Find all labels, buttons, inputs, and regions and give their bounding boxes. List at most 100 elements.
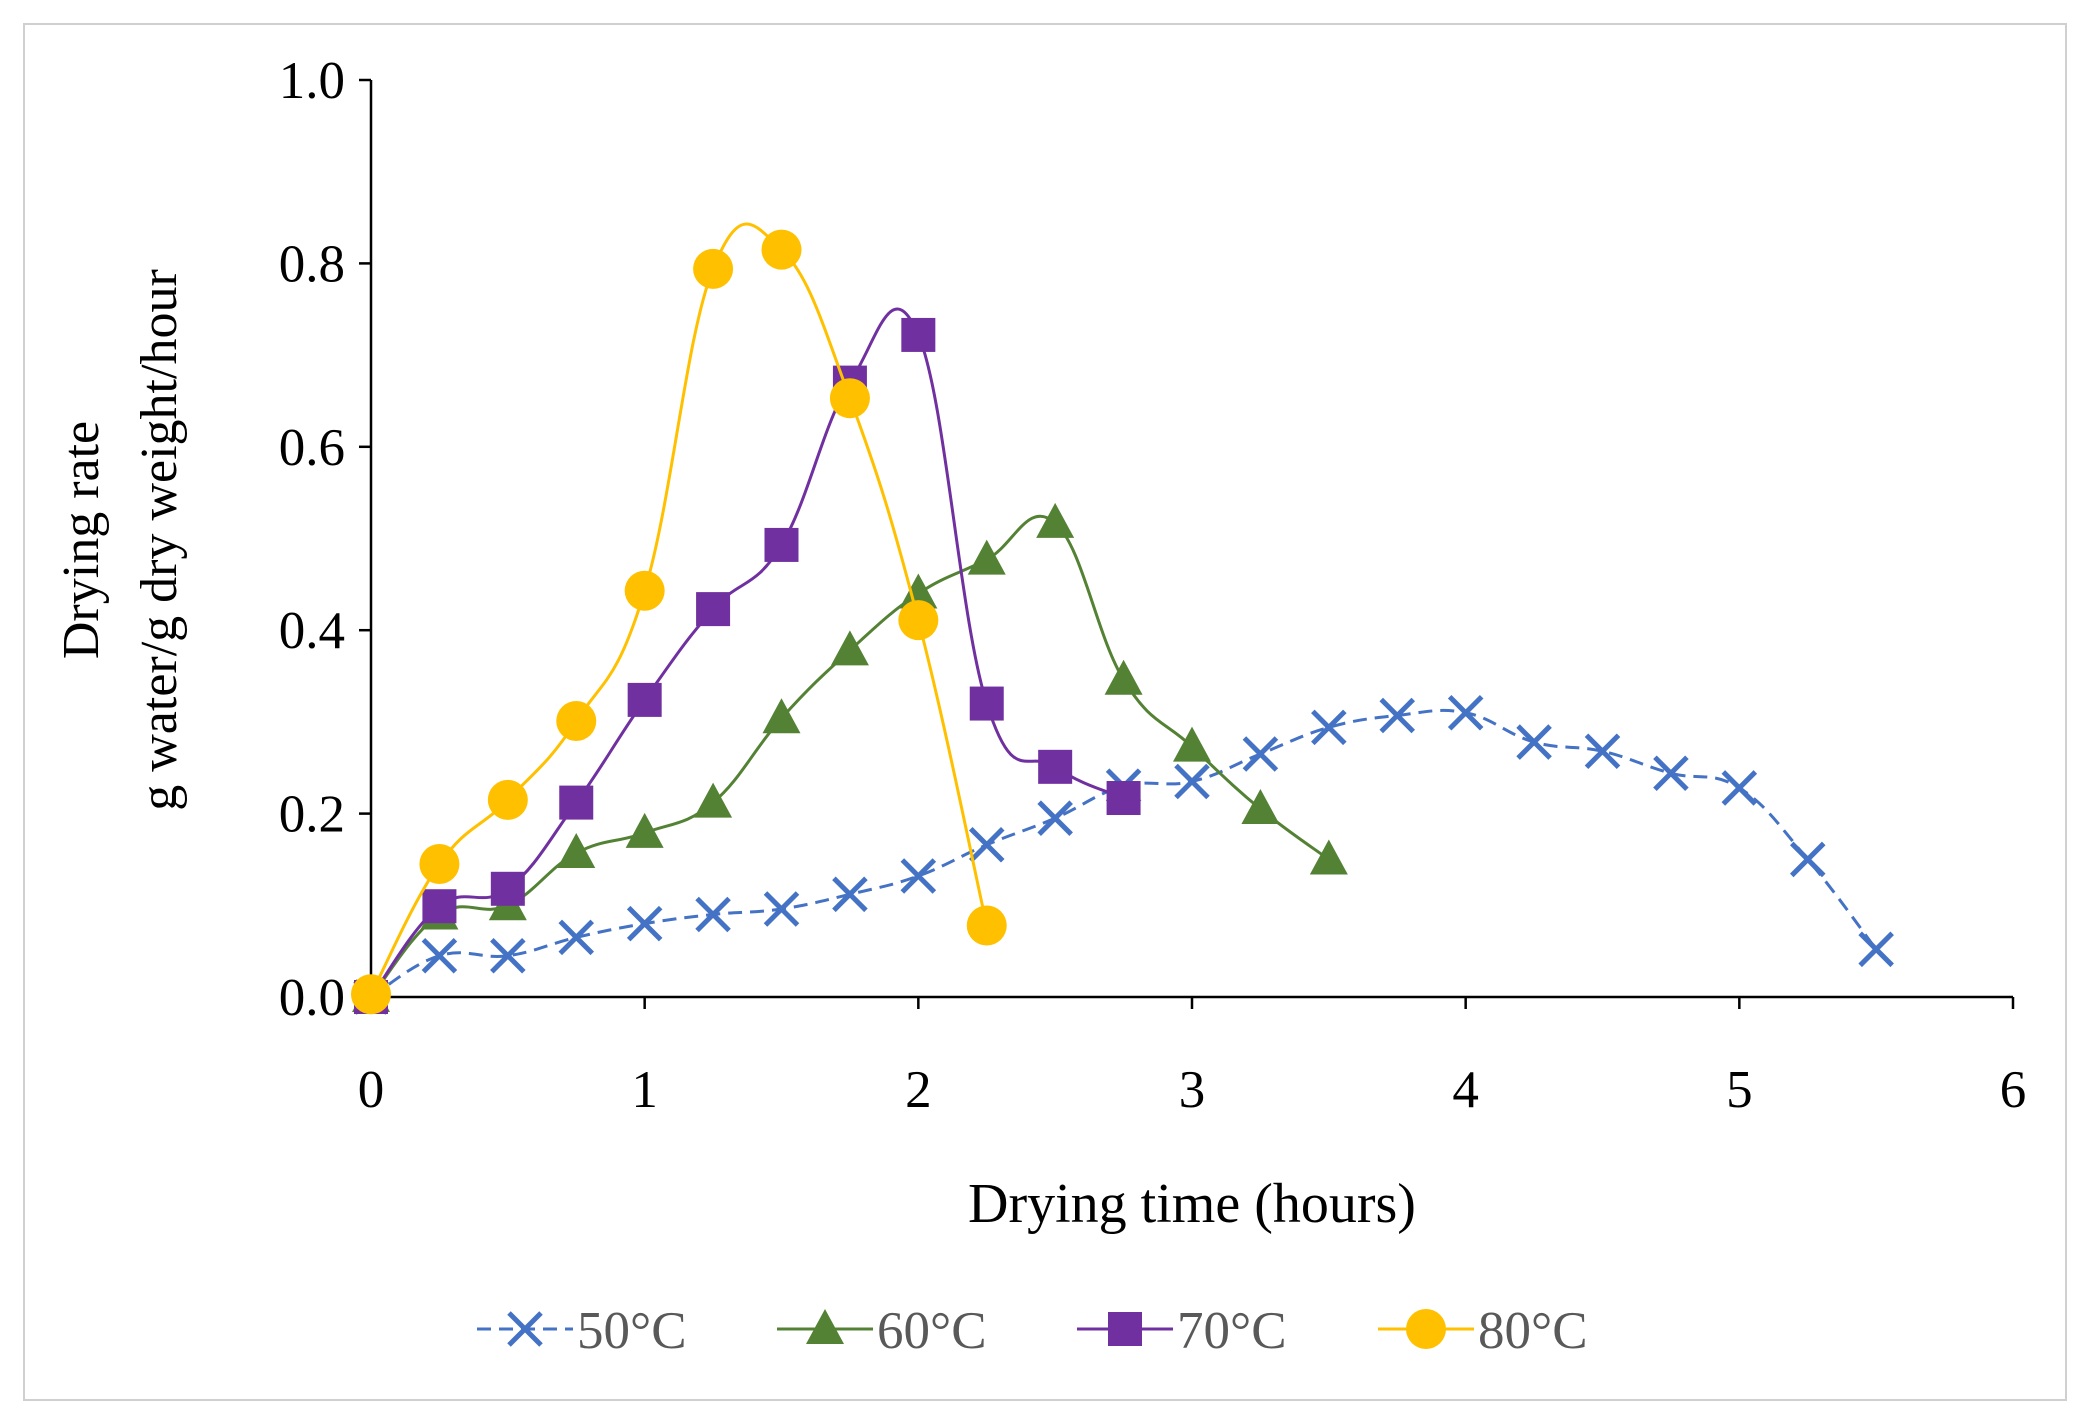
- data-point: [626, 905, 663, 942]
- data-point: [966, 905, 1007, 946]
- data-point: [1721, 770, 1758, 806]
- x-tick-label: 2: [905, 1061, 932, 1119]
- figure-border: [23, 23, 2067, 1401]
- y-tick-label: 0.6: [279, 419, 345, 477]
- data-point: [559, 785, 594, 820]
- y-axis-label: Drying rate g water/g dry weight/hour: [53, 269, 188, 811]
- y-axis-label-line-1: Drying rate: [53, 421, 110, 659]
- x-stroke: [421, 937, 458, 974]
- data-point: [898, 600, 939, 641]
- data-point: [624, 570, 665, 611]
- data-point: [1241, 789, 1280, 825]
- data-point: [696, 592, 731, 627]
- data-point: [1309, 839, 1348, 875]
- x-tick-label: 4: [1452, 1061, 1479, 1119]
- series-line: [369, 514, 1330, 998]
- data-point: [422, 889, 457, 924]
- data-point: [490, 871, 525, 906]
- data-point: [763, 891, 800, 927]
- data-point: [901, 317, 936, 352]
- data-point: [1379, 697, 1416, 734]
- x-stroke: [1311, 709, 1347, 746]
- x-stroke: [695, 896, 731, 933]
- x-tick-label: 6: [2000, 1061, 2027, 1119]
- x-axis-label: Drying time (hours): [968, 1173, 1416, 1235]
- data-point: [419, 844, 460, 885]
- legend-label: 60°C: [877, 1302, 987, 1360]
- x-stroke: [1037, 800, 1073, 836]
- data-point: [557, 833, 596, 869]
- data-point: [1174, 763, 1210, 800]
- legend-marker: [806, 1309, 844, 1344]
- data-point: [490, 937, 526, 974]
- x-stroke: [1653, 755, 1689, 792]
- data-point: [1036, 502, 1075, 538]
- y-axis-label-line-2: g water/g dry weight/hour: [131, 269, 188, 811]
- x-stroke: [1516, 724, 1552, 760]
- data-point: [899, 573, 938, 609]
- data-point: [695, 896, 731, 933]
- data-point: [829, 378, 870, 419]
- x-stroke: [1174, 763, 1210, 800]
- data-point: [830, 630, 869, 666]
- data-point: [421, 937, 458, 974]
- legend-item: 80°C: [1378, 1302, 1588, 1360]
- legend-marker: [1108, 1312, 1142, 1346]
- data-point: [1447, 694, 1484, 731]
- x-stroke: [1721, 770, 1758, 806]
- x-stroke: [1242, 736, 1279, 772]
- data-point: [832, 876, 868, 913]
- x-stroke: [832, 876, 868, 913]
- legend-label: 50°C: [577, 1302, 687, 1360]
- x-stroke: [763, 891, 800, 927]
- x-stroke: [968, 827, 1005, 863]
- series-line: [369, 222, 989, 995]
- data-point: [968, 827, 1005, 863]
- x-stroke: [558, 919, 595, 956]
- data-point: [693, 248, 734, 289]
- data-point: [764, 527, 799, 562]
- x-stroke: [1447, 694, 1484, 731]
- data-point: [558, 919, 595, 956]
- y-tick-label: 1.0: [279, 52, 345, 110]
- x-stroke: [1789, 841, 1826, 878]
- data-point: [900, 858, 937, 894]
- data-point: [627, 682, 662, 717]
- data-point: [1173, 726, 1211, 762]
- data-point: [762, 698, 801, 734]
- legend-label: 80°C: [1478, 1302, 1588, 1360]
- data-point: [969, 686, 1004, 721]
- data-point: [556, 700, 597, 741]
- series-80C: [351, 222, 1007, 1015]
- legend-item: 70°C: [1077, 1302, 1287, 1360]
- x-stroke: [1379, 697, 1416, 734]
- data-point: [967, 539, 1006, 575]
- legend-label: 70°C: [1177, 1302, 1287, 1360]
- data-point: [625, 812, 664, 848]
- legend-item: 50°C: [477, 1302, 687, 1360]
- data-point: [1106, 781, 1141, 816]
- x-tick-label: 1: [631, 1061, 658, 1119]
- data-point: [1516, 724, 1552, 760]
- legend-item: 60°C: [777, 1302, 987, 1360]
- data-point: [1789, 841, 1826, 878]
- data-point: [351, 974, 391, 1015]
- legend: 50°C 60°C 70°C 80°C: [477, 1302, 1588, 1360]
- x-stroke: [1584, 733, 1621, 770]
- x-stroke: [490, 937, 526, 974]
- plot-area: 0.0 0.2 0.4 0.6 0.8 1.0 0 1 2 3 4 5 6: [279, 52, 2027, 1119]
- data-point: [487, 779, 528, 820]
- data-point: [1038, 749, 1073, 784]
- x-tick-label: 3: [1179, 1061, 1206, 1119]
- data-point: [1858, 931, 1894, 968]
- legend-marker: [1406, 1309, 1446, 1349]
- y-tick-label: 0.8: [279, 235, 345, 293]
- x-tick-label: 0: [358, 1061, 385, 1119]
- data-point: [761, 229, 802, 270]
- y-tick-label: 0.2: [279, 786, 345, 844]
- x-stroke: [1858, 931, 1894, 968]
- x-stroke: [507, 1311, 543, 1347]
- data-point: [1584, 733, 1621, 770]
- y-tick-label: 0.0: [279, 969, 345, 1027]
